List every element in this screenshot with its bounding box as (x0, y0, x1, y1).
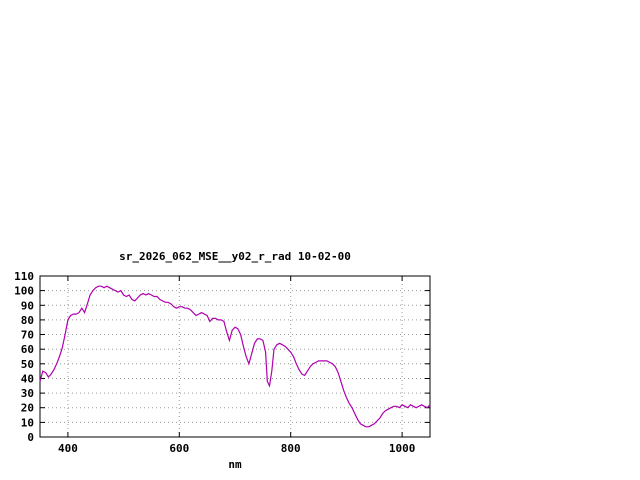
y-tick-label: 30 (21, 387, 34, 400)
x-tick-label: 1000 (389, 442, 416, 455)
y-tick-label: 20 (21, 402, 34, 415)
y-tick-label: 50 (21, 358, 34, 371)
plot-border (39, 275, 431, 438)
y-tick-label: 90 (21, 299, 34, 312)
y-tick-label: 10 (21, 416, 34, 429)
x-axis-label: nm (228, 458, 242, 471)
x-tick-label: 400 (58, 442, 78, 455)
x-tick-label: 800 (281, 442, 301, 455)
spectrum-line (39, 285, 431, 428)
y-tick-label: 40 (21, 373, 34, 386)
y-tick-label: 80 (21, 314, 34, 327)
y-tick-label: 0 (27, 431, 34, 444)
chart-title: sr_2026_062_MSE__y02_r_rad 10-02-00 (119, 250, 351, 263)
y-tick-label: 110 (14, 270, 34, 283)
y-tick-label: 70 (21, 329, 34, 342)
x-tick-label: 600 (169, 442, 189, 455)
y-tick-label: 60 (21, 343, 34, 356)
y-tick-label: 100 (14, 285, 34, 298)
